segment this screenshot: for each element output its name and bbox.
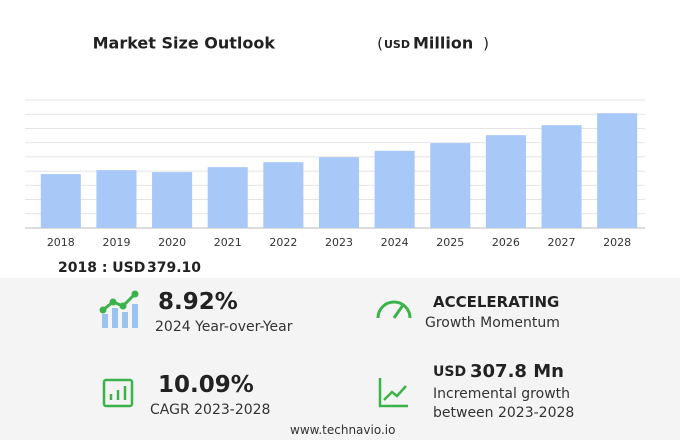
x-tick-label: 2027 [548, 236, 576, 249]
base-label: 2018 : USD [58, 260, 146, 276]
bar [318, 157, 360, 228]
incremental-label: between 2023-2028 [433, 405, 575, 421]
base-value: 379.10 [147, 260, 202, 276]
x-tick-label: 2020 [158, 236, 186, 249]
footer: www.technavio.io [290, 423, 396, 437]
cagr-label: CAGR 2023-2028 [150, 402, 271, 418]
incremental-currency: USD [433, 364, 467, 380]
gauge-icon [376, 300, 412, 319]
paren: ) [483, 35, 489, 53]
chart-title: Market Size Outlook [93, 34, 276, 53]
bar [263, 162, 304, 228]
yoy-icon [102, 304, 138, 328]
x-tick-label: 2028 [603, 236, 631, 249]
cagr-icon [102, 378, 134, 408]
yoy-label: 2024 Year-over-Year [155, 319, 293, 335]
currency: USD [384, 38, 410, 51]
bar [152, 172, 193, 228]
paren: ( [377, 35, 383, 53]
growth-icon [378, 378, 408, 408]
bar [374, 150, 415, 228]
bar [541, 125, 582, 228]
x-tick-label: 2026 [492, 236, 520, 249]
bar [40, 174, 81, 228]
yoy-value: 8.92% [158, 289, 238, 315]
x-tick-label: 2021 [214, 236, 242, 249]
bar [207, 167, 248, 228]
bar [430, 143, 471, 228]
incremental-value: 307.8 Mn [470, 361, 564, 382]
unit: Million [413, 34, 473, 53]
chart: Market Size Outlook ( USD Million ) 2018… [25, 34, 645, 249]
x-tick-label: 2022 [269, 236, 297, 249]
x-tick-label: 2019 [102, 236, 130, 249]
bar [485, 135, 526, 228]
x-tick-label: 2024 [381, 236, 409, 249]
x-tick-label: 2025 [436, 236, 464, 249]
incremental-label: Incremental growth [433, 386, 571, 402]
bar [597, 113, 638, 228]
momentum-label: Growth Momentum [425, 315, 560, 331]
x-tick-label: 2018 [47, 236, 75, 249]
cagr-value: 10.09% [158, 372, 254, 398]
x-tick-label: 2023 [325, 236, 353, 249]
bar [96, 170, 137, 228]
momentum-value: ACCELERATING [433, 293, 560, 311]
